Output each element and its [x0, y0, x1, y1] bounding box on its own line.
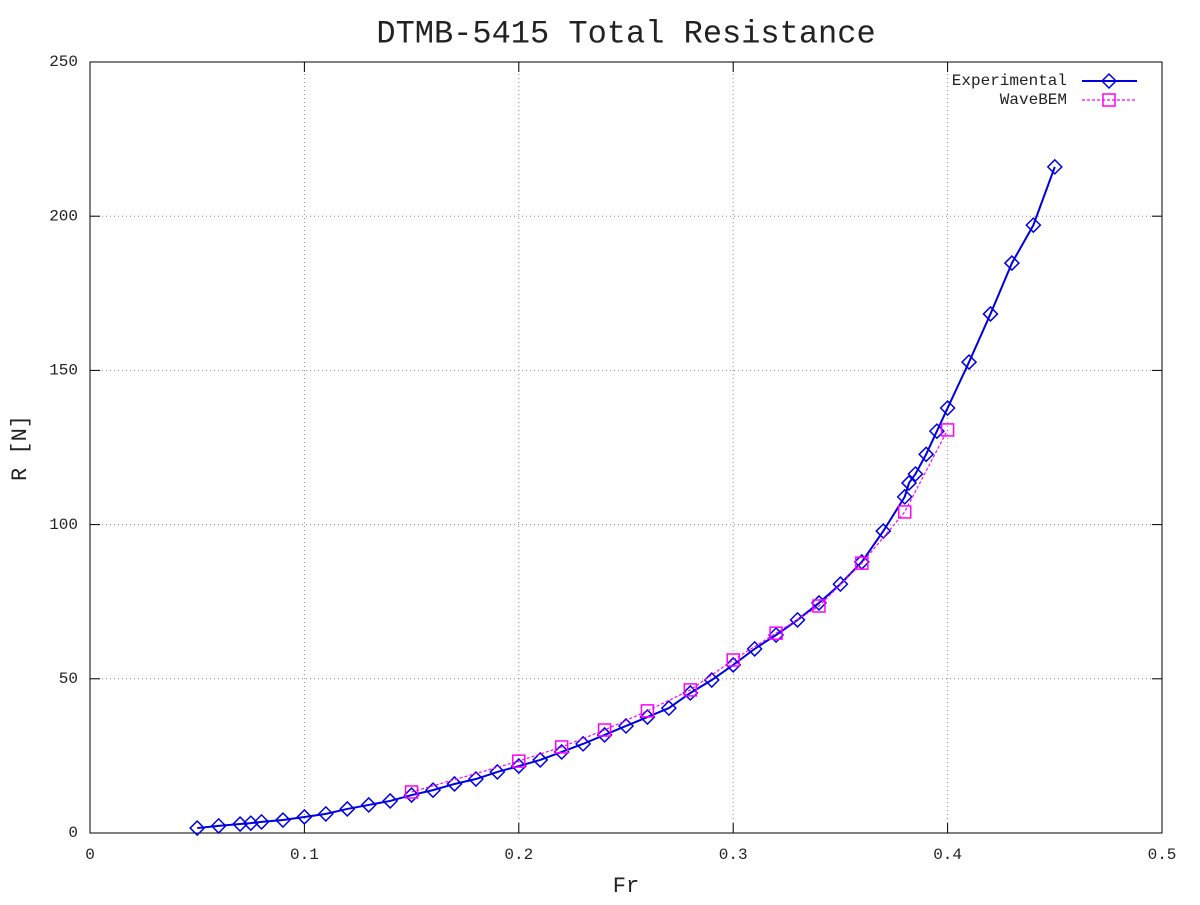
marker: [554, 740, 569, 754]
marker: [918, 446, 935, 463]
marker: [210, 817, 227, 834]
legend-label: Experimental: [952, 72, 1067, 90]
marker: [640, 704, 655, 718]
marker: [939, 399, 956, 417]
marker: [810, 594, 828, 611]
marker: [404, 785, 419, 799]
marker: [725, 656, 742, 673]
marker: [896, 488, 913, 505]
marker: [424, 782, 442, 799]
marker: [832, 576, 849, 593]
y-axis-title: R [N]: [8, 415, 33, 481]
x-tick-label: 0.3: [719, 846, 748, 864]
marker: [982, 305, 999, 323]
y-tick-label: 100: [49, 516, 78, 534]
marker: [617, 717, 635, 735]
marker: [360, 796, 377, 813]
marker: [1003, 255, 1020, 272]
legend-marker: [1100, 72, 1118, 90]
series-line: [411, 429, 949, 793]
legend-label: WaveBEM: [1000, 91, 1067, 109]
marker: [1046, 158, 1063, 175]
marker: [940, 423, 955, 437]
marker: [274, 811, 292, 829]
marker: [596, 726, 613, 743]
y-tick-label: 250: [49, 53, 78, 71]
marker: [296, 808, 313, 826]
marker: [960, 354, 978, 371]
marker: [855, 556, 869, 570]
marker: [682, 684, 699, 702]
marker: [875, 523, 892, 540]
x-tick-label: 0.4: [933, 846, 962, 864]
marker: [907, 465, 924, 483]
marker: [253, 813, 270, 830]
marker: [553, 743, 570, 760]
x-tick-label: 0.2: [504, 846, 533, 864]
x-tick-label: 0.1: [290, 846, 319, 864]
marker: [703, 671, 720, 689]
marker: [242, 815, 259, 832]
x-axis-title: Fr: [613, 874, 639, 899]
legend-marker: [1102, 93, 1116, 107]
marker: [339, 800, 356, 818]
y-tick-label: 0: [68, 824, 78, 842]
x-tick-label: 0: [85, 846, 95, 864]
marker: [597, 723, 612, 737]
y-tick-label: 200: [49, 207, 78, 225]
marker: [382, 792, 399, 809]
marker: [897, 505, 912, 519]
plot-frame: [89, 61, 1163, 834]
marker: [726, 653, 740, 667]
marker: [510, 758, 527, 775]
marker: [232, 815, 249, 833]
marker: [189, 820, 206, 837]
y-tick-label: 150: [49, 362, 78, 380]
chart-title: DTMB-5415 Total Resistance: [376, 15, 875, 52]
marker: [769, 626, 783, 640]
marker: [746, 640, 763, 657]
x-tick-label: 0.5: [1148, 846, 1177, 864]
marker: [1025, 217, 1042, 234]
marker: [512, 754, 526, 768]
marker: [317, 805, 334, 822]
marker: [812, 599, 826, 613]
marker: [900, 474, 918, 492]
marker: [403, 787, 420, 804]
marker: [660, 700, 677, 717]
marker: [789, 611, 806, 628]
marker: [446, 775, 463, 793]
marker: [928, 423, 945, 440]
marker: [467, 770, 484, 788]
marker: [683, 683, 698, 697]
y-tick-label: 50: [59, 670, 78, 688]
marker: [489, 763, 506, 780]
